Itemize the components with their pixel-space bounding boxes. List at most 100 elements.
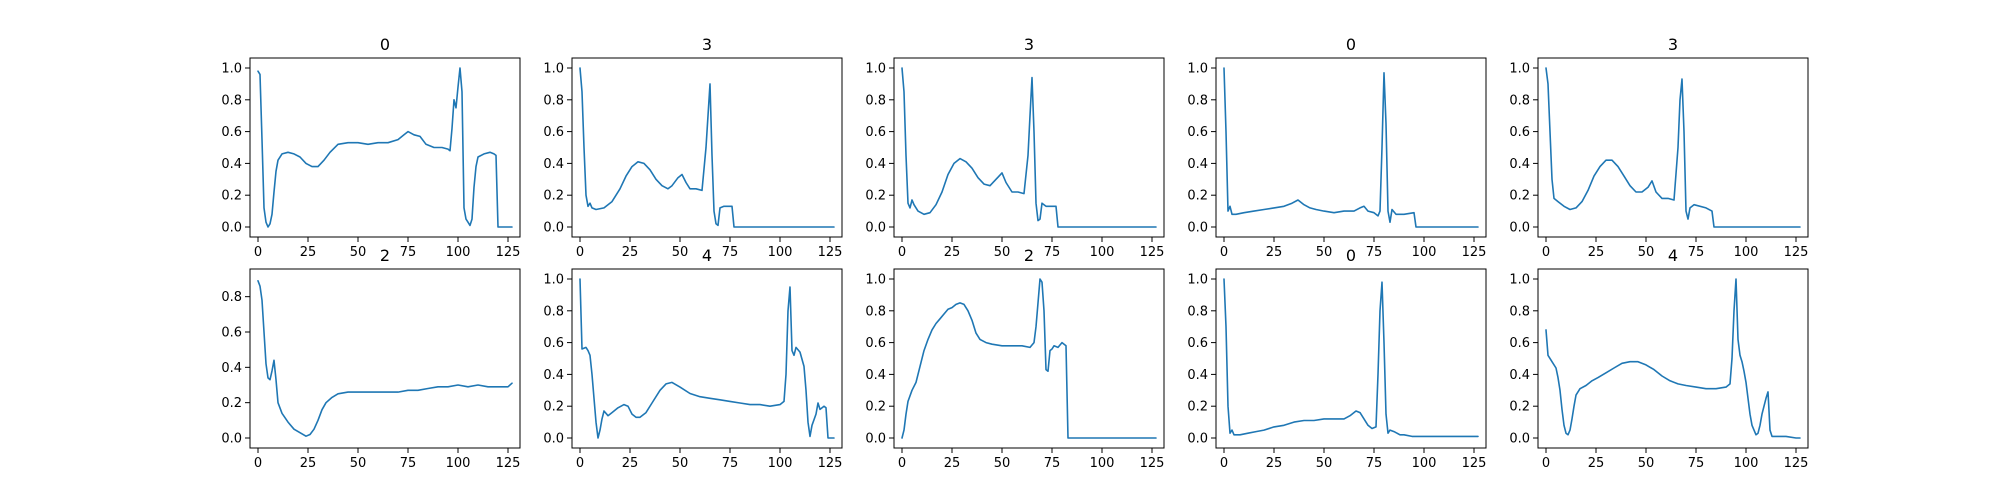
y-tick-label: 0.4 <box>1187 368 1208 383</box>
y-tick-label: 0.4 <box>1187 157 1208 172</box>
x-tick-label: 75 <box>722 456 739 471</box>
subplot-3: 0 0 25 50 75 100 125 0.0 0.2 0.4 0.6 0.8 1.0 <box>1187 35 1487 260</box>
y-tick-label: 0.2 <box>1187 400 1208 415</box>
y-tick-label: 1.0 <box>1509 62 1530 77</box>
x-tick-label: 25 <box>1266 245 1283 260</box>
y-tick-label: 0.2 <box>1187 189 1208 204</box>
subplot-4: 3 0 25 50 75 100 125 0.0 0.2 0.4 0.6 0.8 1.0 <box>1509 35 1809 260</box>
y-tick-label: 1.0 <box>865 273 886 288</box>
x-tick-label: 25 <box>622 456 639 471</box>
y-tick-label: 1.0 <box>1187 273 1208 288</box>
x-tick-label: 50 <box>672 245 689 260</box>
x-tick-label: 100 <box>446 245 471 260</box>
y-tick-label: 1.0 <box>1187 62 1208 77</box>
y-tick-label: 0.0 <box>221 432 242 447</box>
y-tick-label: 0.6 <box>543 125 564 140</box>
y-tick-label: 1.0 <box>221 62 242 77</box>
y-tick-label: 0.8 <box>1509 93 1530 108</box>
x-tick-label: 0 <box>1542 245 1550 260</box>
x-tick-label: 0 <box>898 245 906 260</box>
x-tick-label: 50 <box>1638 245 1655 260</box>
y-tick-label: 0.0 <box>1187 221 1208 236</box>
y-tick-label: 0.2 <box>543 400 564 415</box>
x-tick-label: 25 <box>1588 245 1605 260</box>
subplot-title: 3 <box>702 35 712 54</box>
x-tick-label: 75 <box>1044 456 1061 471</box>
subplot-title: 0 <box>1346 35 1356 54</box>
x-tick-label: 0 <box>1542 456 1550 471</box>
x-tick-label: 125 <box>496 456 521 471</box>
y-tick-label: 1.0 <box>543 62 564 77</box>
y-tick-label: 0.6 <box>865 125 886 140</box>
y-tick-label: 0.2 <box>1509 400 1530 415</box>
y-tick-label: 0.0 <box>543 221 564 236</box>
y-tick-label: 0.4 <box>1509 368 1530 383</box>
axes-frame <box>893 57 1165 238</box>
axes-frame <box>1215 268 1487 449</box>
x-tick-label: 125 <box>496 245 521 260</box>
y-tick-label: 0.2 <box>221 189 242 204</box>
y-tick-label: 0.8 <box>1509 304 1530 319</box>
axes-frame <box>893 268 1165 449</box>
subplot-6: 4 0 25 50 75 100 125 0.0 0.2 0.4 0.6 0.8 1.0 <box>543 246 843 471</box>
y-tick-label: 0.8 <box>221 93 242 108</box>
subplot-2: 3 0 25 50 75 100 125 0.0 0.2 0.4 0.6 0.8 1.0 <box>865 35 1165 260</box>
x-tick-label: 125 <box>818 456 843 471</box>
subplot-title: 0 <box>380 35 390 54</box>
x-tick-label: 0 <box>1220 456 1228 471</box>
y-tick-label: 0.4 <box>543 368 564 383</box>
x-tick-label: 75 <box>400 245 417 260</box>
subplot-title: 3 <box>1668 35 1678 54</box>
y-tick-label: 0.4 <box>221 361 242 376</box>
y-tick-label: 0.6 <box>221 326 242 341</box>
x-tick-label: 75 <box>1366 456 1383 471</box>
x-tick-label: 25 <box>300 245 317 260</box>
y-tick-label: 0.0 <box>221 221 242 236</box>
x-tick-label: 0 <box>576 245 584 260</box>
x-tick-label: 100 <box>1412 245 1437 260</box>
y-tick-label: 0.6 <box>1187 125 1208 140</box>
x-tick-label: 75 <box>1688 245 1705 260</box>
x-tick-label: 125 <box>1784 456 1809 471</box>
y-tick-label: 0.0 <box>1509 432 1530 447</box>
y-tick-label: 0.6 <box>1509 336 1530 351</box>
y-tick-label: 1.0 <box>865 62 886 77</box>
x-tick-label: 125 <box>1140 456 1165 471</box>
x-tick-label: 100 <box>446 456 471 471</box>
x-tick-label: 50 <box>1316 456 1333 471</box>
axes-frame <box>1537 268 1809 449</box>
y-tick-label: 0.8 <box>1187 304 1208 319</box>
subplot-8: 0 0 25 50 75 100 125 0.0 0.2 0.4 0.6 0.8 1.0 <box>1187 246 1487 471</box>
y-tick-label: 0.6 <box>1509 125 1530 140</box>
x-tick-label: 25 <box>944 456 961 471</box>
x-tick-label: 125 <box>1462 245 1487 260</box>
subplot-title: 0 <box>1346 246 1356 265</box>
series-line <box>1223 278 1479 438</box>
x-tick-label: 50 <box>1316 245 1333 260</box>
y-tick-label: 1.0 <box>1509 273 1530 288</box>
series-line <box>1545 67 1801 228</box>
x-tick-label: 125 <box>1784 245 1809 260</box>
x-tick-label: 25 <box>622 245 639 260</box>
y-tick-label: 0.0 <box>865 221 886 236</box>
y-tick-label: 0.2 <box>543 189 564 204</box>
axes-frame <box>571 57 843 238</box>
subplot-title: 2 <box>1024 246 1034 265</box>
x-tick-label: 0 <box>254 245 262 260</box>
subplot-5: 2 0 25 50 75 100 125 0.0 0.2 0.4 0.6 0.8 <box>221 246 521 471</box>
x-tick-label: 75 <box>722 245 739 260</box>
series-line <box>257 67 513 228</box>
y-tick-label: 0.6 <box>865 336 886 351</box>
y-tick-label: 0.6 <box>543 336 564 351</box>
series-line <box>901 67 1157 228</box>
subplot-7: 2 0 25 50 75 100 125 0.0 0.2 0.4 0.6 0.8 1.0 <box>865 246 1165 471</box>
y-tick-label: 0.8 <box>221 290 242 305</box>
y-tick-label: 0.4 <box>1509 157 1530 172</box>
y-tick-label: 0.8 <box>543 93 564 108</box>
y-tick-label: 0.8 <box>1187 93 1208 108</box>
y-tick-label: 0.0 <box>1509 221 1530 236</box>
subplot-0: 0 0 25 50 75 100 125 0.0 0.2 0.4 0.6 0.8 1.0 <box>221 35 521 260</box>
x-tick-label: 50 <box>672 456 689 471</box>
y-tick-label: 0.6 <box>1187 336 1208 351</box>
subplot-title: 3 <box>1024 35 1034 54</box>
